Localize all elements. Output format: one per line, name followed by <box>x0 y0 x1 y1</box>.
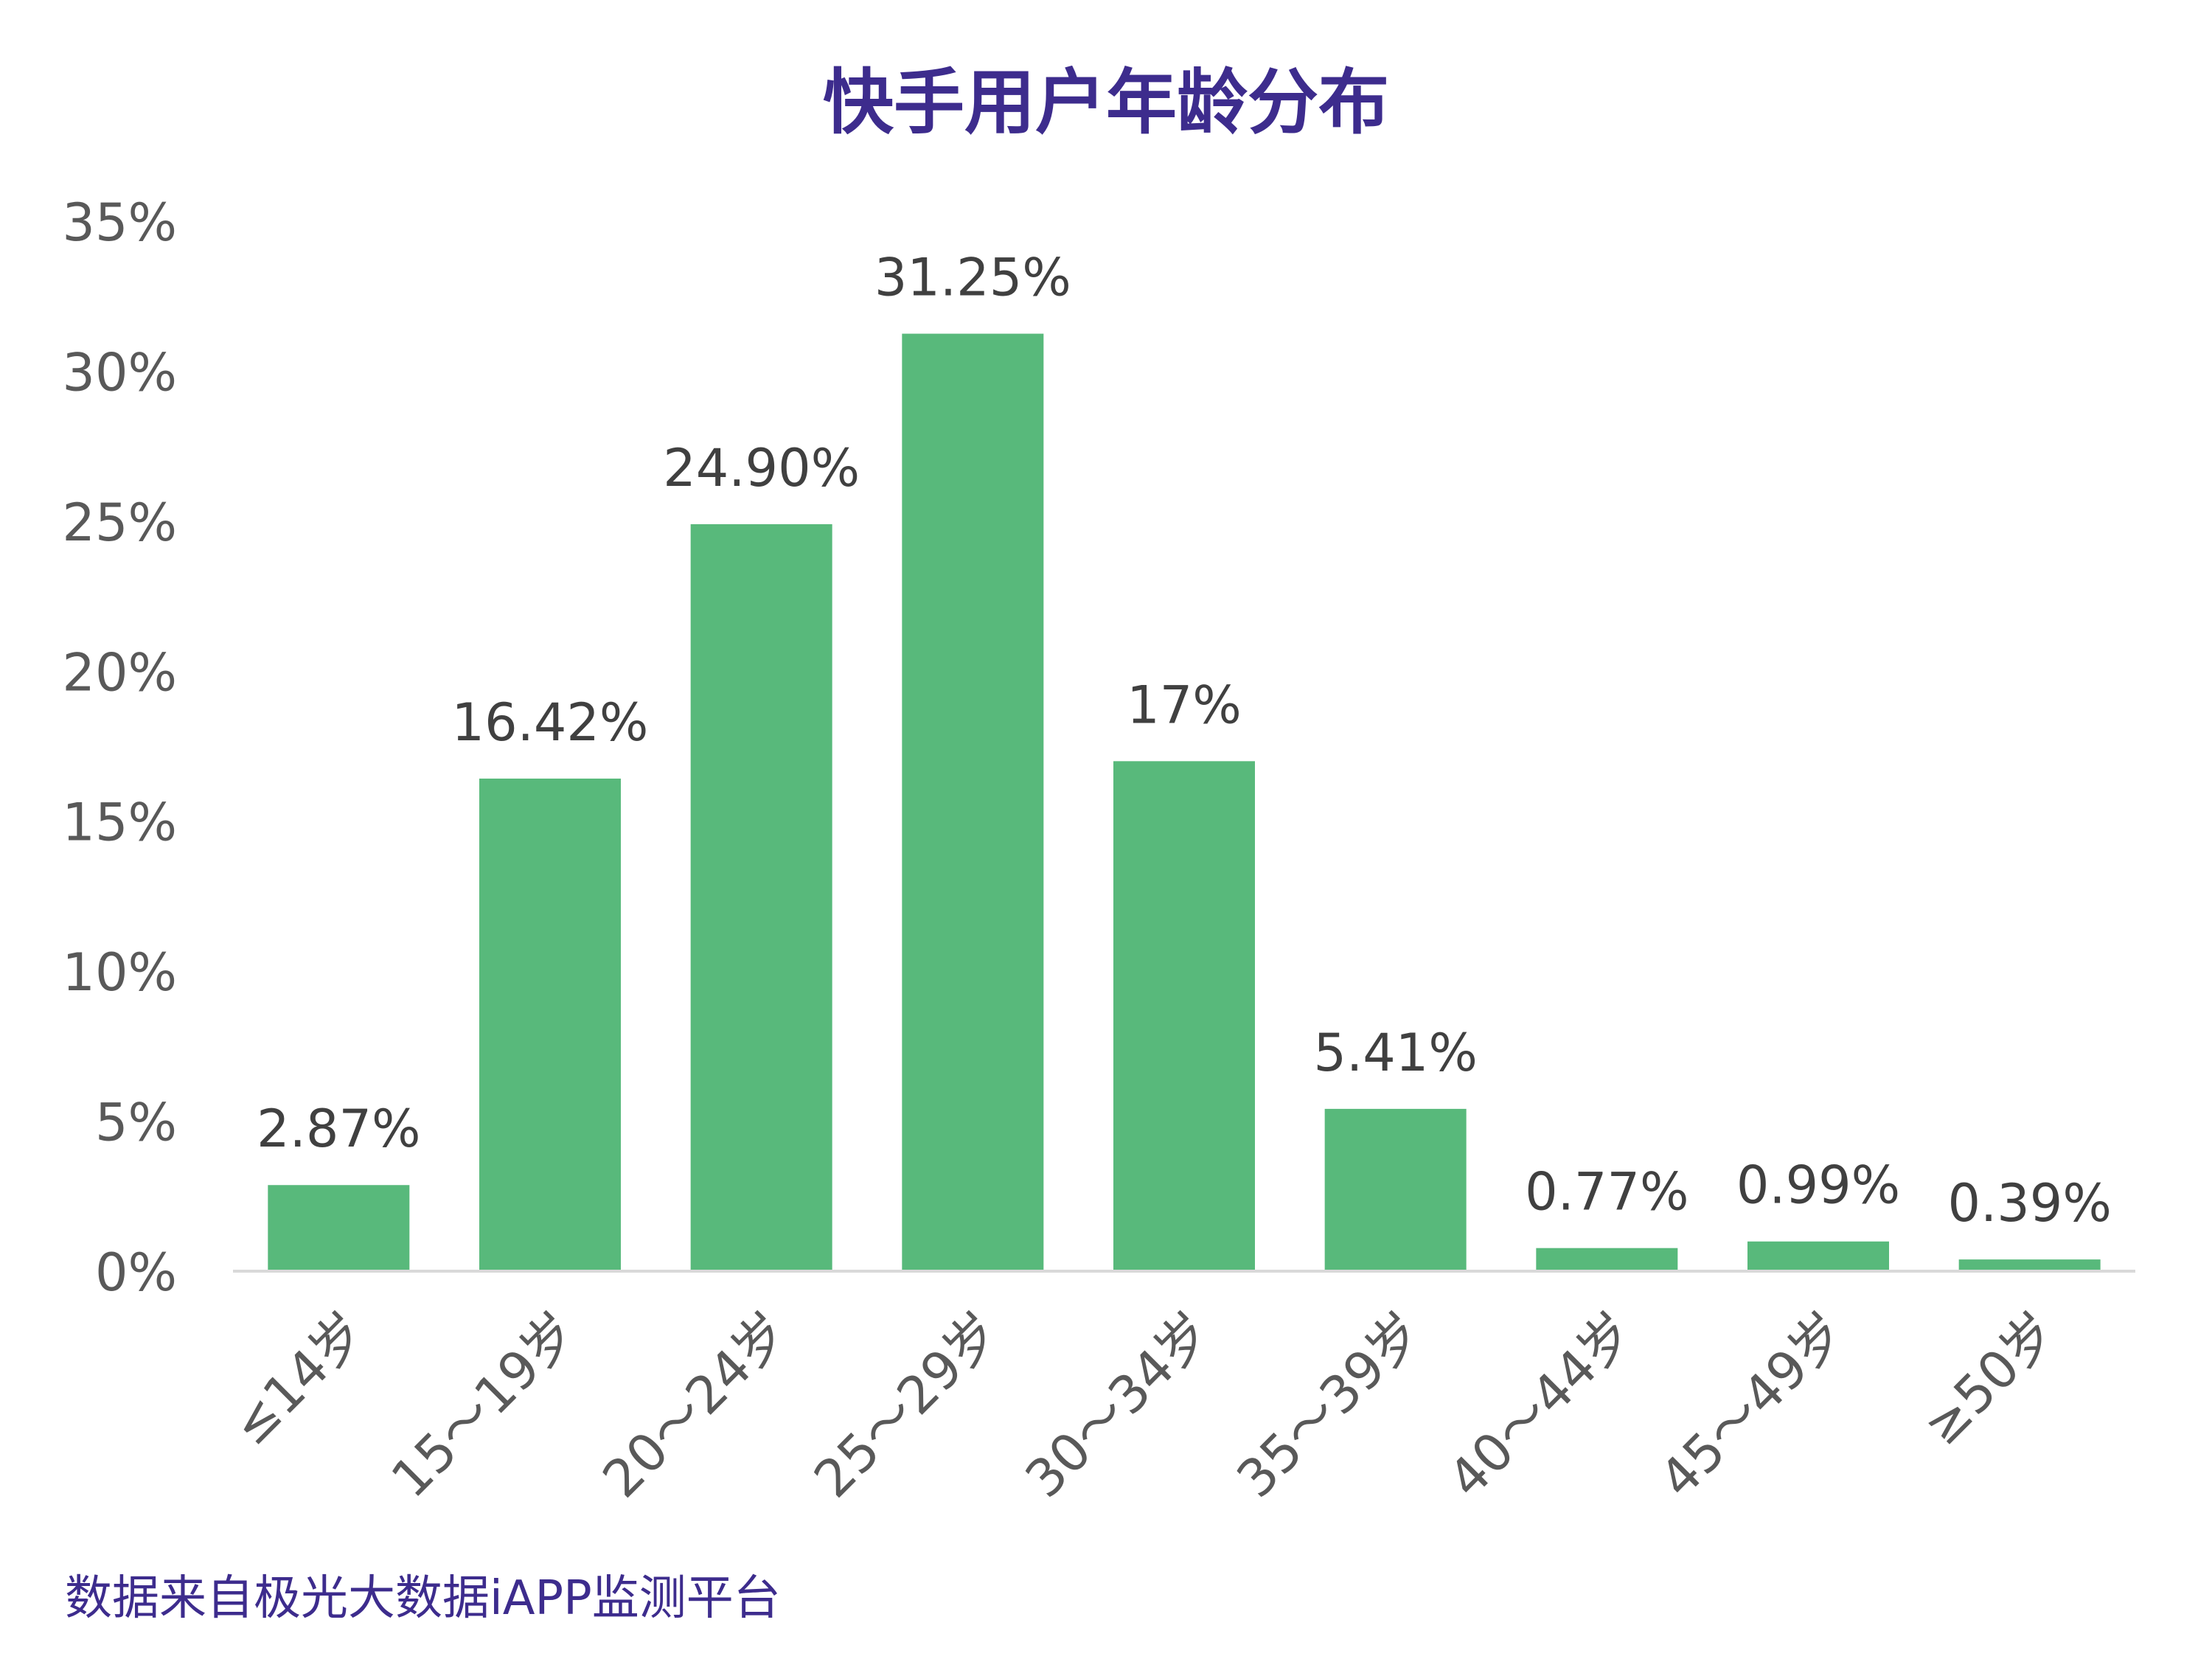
data-label: 0.99% <box>1736 1155 1900 1216</box>
data-label: 2.87% <box>257 1099 420 1159</box>
x-tick-label: 20～24岁 <box>591 1301 800 1509</box>
bar <box>479 778 621 1271</box>
bar <box>268 1185 410 1271</box>
bar <box>690 524 832 1271</box>
bar <box>1958 1259 2101 1271</box>
y-tick-label: 25% <box>62 493 177 553</box>
x-tick-label: ≤14岁 <box>220 1301 377 1457</box>
x-tick-label: 25～29岁 <box>802 1301 1011 1509</box>
data-label: 0.77% <box>1525 1162 1688 1222</box>
y-tick-label: 15% <box>62 793 177 853</box>
x-tick-label: ≥50岁 <box>1912 1301 2068 1457</box>
x-tick-label: 45～49岁 <box>1648 1301 1857 1509</box>
x-tick-label: 15～19岁 <box>380 1301 588 1509</box>
bar <box>902 333 1044 1272</box>
data-label: 31.25% <box>874 248 1071 308</box>
chart-title: 快手用户年龄分布 <box>823 61 1389 144</box>
x-axis: ≤14岁 15～19岁 20～24岁 25～29岁 30～34岁 35～39岁 40～44岁… <box>220 1301 2067 1509</box>
bar <box>1747 1241 1889 1271</box>
x-tick-label: 35～39岁 <box>1225 1301 1434 1509</box>
y-tick-label: 10% <box>62 942 177 1003</box>
y-tick-label: 5% <box>95 1093 177 1153</box>
source-footnote: 数据来自极光大数据iAPP监测平台 <box>65 1571 781 1626</box>
bars <box>268 333 2101 1272</box>
bar <box>1536 1248 1678 1271</box>
data-label: 24.90% <box>663 438 860 498</box>
y-axis: 0% 5% 10% 15% 20% 25% 30% 35% <box>62 192 177 1303</box>
data-label: 0.39% <box>1947 1173 2111 1234</box>
y-tick-label: 0% <box>95 1242 177 1303</box>
data-label: 16.42% <box>452 692 649 753</box>
bar <box>1324 1108 1467 1271</box>
data-label: 17% <box>1127 675 1242 735</box>
y-tick-label: 30% <box>62 342 177 403</box>
y-tick-label: 20% <box>62 642 177 703</box>
bar <box>1113 761 1255 1271</box>
x-tick-label: 40～44岁 <box>1436 1301 1645 1509</box>
data-labels: 2.87% 16.42% 24.90% 31.25% 17% 5.41% 0.77% 0.99… <box>257 248 2112 1234</box>
x-tick-label: 30～34岁 <box>1014 1301 1222 1509</box>
data-label: 5.41% <box>1313 1023 1477 1083</box>
y-tick-label: 35% <box>62 192 177 253</box>
